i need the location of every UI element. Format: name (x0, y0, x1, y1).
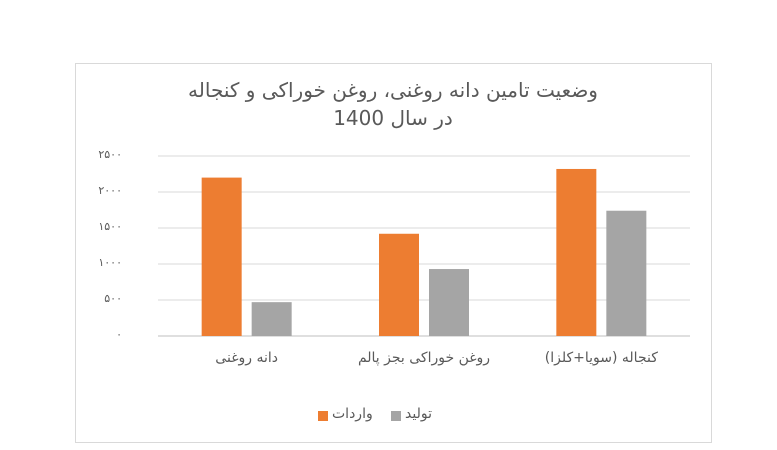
y-tick-label: ۲۰۰۰ (98, 184, 122, 197)
y-tick-label: ۰ (116, 328, 122, 341)
bar (606, 210, 647, 336)
bar (429, 269, 469, 336)
y-tick-label: ۲۵۰۰ (98, 148, 122, 161)
y-tick-label: ۱۵۰۰ (98, 220, 122, 233)
bar (379, 233, 419, 336)
y-tick-label: ۵۰۰ (104, 292, 122, 305)
y-tick-label: ۱۰۰۰ (98, 256, 122, 269)
legend-label: واردات (332, 406, 373, 422)
x-tick-label: روغن خوراکی بجز پالم (357, 350, 491, 366)
x-tick-label: دانه روغنی (215, 350, 279, 366)
bar (201, 177, 242, 336)
bar (251, 302, 292, 336)
chart-title: وضعیت تامین دانه روغنی، روغن خوراکی و کن… (188, 78, 598, 130)
bar (556, 168, 597, 336)
legend-label: تولید (405, 406, 432, 422)
x-tick-label: کنجاله (سویا+کلزا) (544, 350, 658, 366)
legend-swatch (318, 411, 328, 421)
legend-swatch (391, 411, 401, 421)
